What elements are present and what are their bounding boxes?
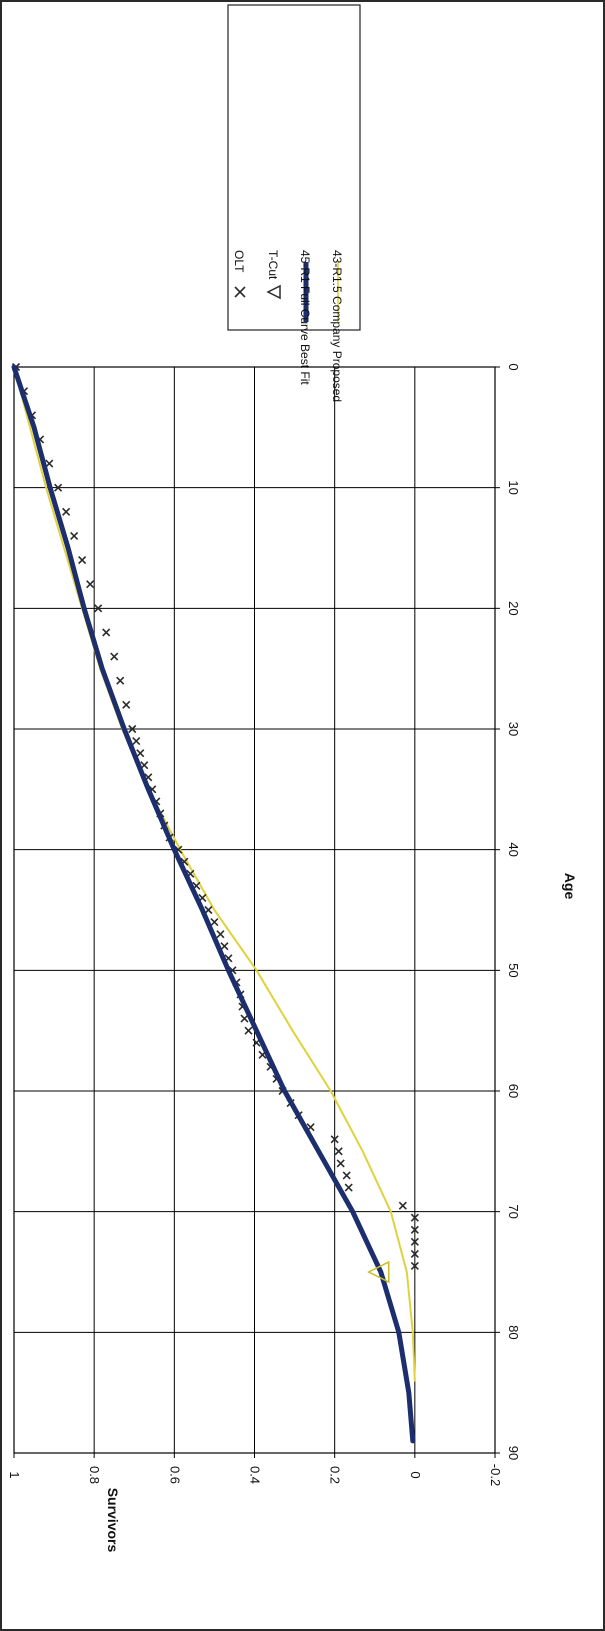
olt-point xyxy=(136,749,145,758)
x-tick-label: 20 xyxy=(506,601,521,615)
olt-point xyxy=(94,604,103,613)
olt-point xyxy=(78,556,87,565)
legend-label: OLT xyxy=(232,250,246,273)
olt-point xyxy=(122,700,131,709)
legend-label: T-Cut xyxy=(266,250,280,280)
olt-point xyxy=(410,1249,419,1258)
x-tick-label: 10 xyxy=(506,480,521,494)
legend-item: 45-R1 Full Curve Best Fit xyxy=(298,250,312,385)
y-axis-title: Survivors xyxy=(105,1488,121,1553)
olt-point xyxy=(398,1201,407,1210)
legend-item: OLT xyxy=(232,250,246,298)
olt-point xyxy=(410,1213,419,1222)
series-line xyxy=(11,364,416,1444)
x-tick-label: 0 xyxy=(506,363,521,370)
y-tick-label: 0.6 xyxy=(167,1466,182,1484)
legend-x-marker-icon xyxy=(234,286,246,298)
olt-point xyxy=(62,507,71,516)
olt-point xyxy=(344,1183,353,1192)
y-tick-label: 1 xyxy=(7,1471,22,1478)
olt-point xyxy=(410,1237,419,1246)
olt-point xyxy=(116,676,125,685)
x-axis-ticks: 0 10 20 30 40 50 60 70 80 90 xyxy=(495,363,521,1460)
y-tick-label: 0.2 xyxy=(328,1466,343,1484)
olt-point xyxy=(240,1014,249,1023)
series xyxy=(11,362,419,1444)
y-axis-ticks: -0.2 0 0.2 0.4 0.6 0.8 1 xyxy=(7,1453,503,1486)
legend-item: 43-R1.5 Company Proposed xyxy=(330,250,344,402)
x-axis-title: Age xyxy=(562,873,578,900)
olt-point xyxy=(334,1147,343,1156)
x-tick-label: 60 xyxy=(506,1084,521,1098)
x-tick-label: 40 xyxy=(506,842,521,856)
x-tick-label: 70 xyxy=(506,1204,521,1218)
grid xyxy=(13,366,496,1454)
legend-label: 45-R1 Full Curve Best Fit xyxy=(298,250,312,385)
x-tick-label: 30 xyxy=(506,722,521,736)
olt-point xyxy=(110,652,119,661)
legend: OLT T-Cut 45-R1 Full Curve Best Fit 43-R1.5… xyxy=(227,4,361,402)
olt-point xyxy=(128,724,137,734)
olt-point xyxy=(330,1135,339,1144)
y-tick-label: 0 xyxy=(408,1471,423,1478)
olt-point xyxy=(70,531,79,540)
x-tick-label: 90 xyxy=(506,1446,521,1460)
t-cut-point xyxy=(367,1260,390,1284)
olt-point xyxy=(45,459,54,468)
y-tick-label: 0.8 xyxy=(87,1466,102,1484)
olt-point xyxy=(336,1159,345,1168)
olt-point xyxy=(342,1171,351,1180)
olt-point xyxy=(216,930,225,939)
olt-point xyxy=(54,483,63,492)
legend-label: 43-R1.5 Company Proposed xyxy=(330,250,344,402)
olt-point xyxy=(220,942,229,951)
y-tick-label: 0.4 xyxy=(248,1466,263,1484)
x-tick-label: 50 xyxy=(506,963,521,977)
x-tick-label: 80 xyxy=(506,1325,521,1339)
olt-point xyxy=(410,1225,419,1234)
olt-point xyxy=(132,737,141,746)
series-line xyxy=(13,366,416,1382)
olt-point xyxy=(210,918,219,927)
olt-point xyxy=(102,628,111,637)
legend-triangle-marker-icon xyxy=(266,284,281,300)
y-tick-label: -0.2 xyxy=(488,1464,503,1486)
legend-item: T-Cut xyxy=(266,250,281,300)
olt-point xyxy=(244,1026,253,1035)
olt-point xyxy=(86,580,95,589)
olt-point xyxy=(410,1261,419,1271)
